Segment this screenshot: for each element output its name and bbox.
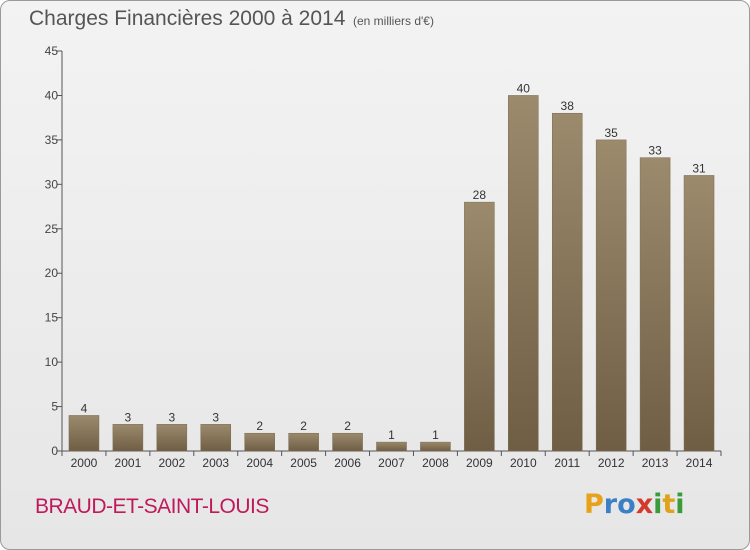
logo-letter: t bbox=[662, 489, 676, 520]
value-label: 1 bbox=[432, 428, 439, 442]
bar bbox=[551, 112, 583, 452]
value-label: 40 bbox=[517, 81, 531, 95]
proxiti-logo: Proxiti bbox=[584, 489, 685, 520]
x-tick-label: 2000 bbox=[71, 456, 98, 470]
logo-letter: i bbox=[675, 489, 685, 520]
value-label: 38 bbox=[561, 99, 575, 113]
x-tick-label: 2010 bbox=[510, 456, 537, 470]
y-tick-label: 40 bbox=[45, 88, 59, 102]
x-tick-label: 2008 bbox=[422, 456, 449, 470]
x-tick-label: 2014 bbox=[686, 456, 713, 470]
value-label: 3 bbox=[125, 410, 132, 424]
value-label: 2 bbox=[344, 419, 351, 433]
place-name: BRAUD-ET-SAINT-LOUIS bbox=[35, 495, 269, 518]
value-label: 35 bbox=[604, 126, 618, 140]
bar bbox=[332, 432, 363, 452]
y-tick-label: 25 bbox=[45, 222, 59, 236]
value-label: 3 bbox=[168, 410, 175, 424]
bar bbox=[112, 424, 144, 452]
y-tick-label: 20 bbox=[45, 266, 59, 280]
y-tick-label: 30 bbox=[45, 177, 59, 191]
x-tick-label: 2011 bbox=[554, 456, 580, 470]
bar bbox=[200, 424, 232, 452]
bar bbox=[420, 441, 451, 452]
bar bbox=[508, 95, 539, 452]
logo-letter: P bbox=[584, 489, 604, 520]
logo-letter: i bbox=[653, 489, 663, 520]
y-tick-label: 45 bbox=[45, 44, 59, 58]
bar bbox=[683, 175, 715, 452]
y-tick-label: 10 bbox=[45, 355, 59, 369]
y-tick-label: 35 bbox=[45, 133, 59, 147]
y-tick-label: 15 bbox=[45, 311, 59, 325]
logo-letter: o bbox=[617, 489, 636, 520]
chart-title: Charges Financières 2000 à 2014 bbox=[29, 7, 346, 30]
y-tick-label: 5 bbox=[51, 400, 58, 414]
bar bbox=[639, 157, 671, 452]
x-tick-label: 2005 bbox=[290, 456, 317, 470]
logo-letter: r bbox=[603, 489, 618, 520]
y-tick-label: 0 bbox=[51, 444, 58, 458]
bar bbox=[244, 432, 275, 452]
value-label: 1 bbox=[388, 428, 395, 442]
bar bbox=[464, 201, 495, 452]
x-tick-label: 2003 bbox=[202, 456, 229, 470]
logo-letter: x bbox=[635, 489, 654, 520]
x-tick-label: 2002 bbox=[158, 456, 185, 470]
x-tick-label: 2012 bbox=[598, 456, 625, 470]
x-tick-label: 2007 bbox=[378, 456, 405, 470]
value-label: 28 bbox=[473, 188, 487, 202]
value-label: 2 bbox=[256, 419, 263, 433]
value-label: 4 bbox=[81, 401, 88, 415]
x-tick-label: 2006 bbox=[334, 456, 361, 470]
x-tick-label: 2004 bbox=[246, 456, 273, 470]
bar bbox=[595, 139, 627, 452]
bar bbox=[288, 432, 319, 452]
chart-subtitle: (en milliers d'€) bbox=[353, 14, 434, 28]
bar bbox=[68, 415, 100, 452]
bar bbox=[376, 441, 407, 452]
x-tick-label: 2009 bbox=[466, 456, 493, 470]
value-label: 3 bbox=[212, 410, 219, 424]
bar bbox=[156, 424, 188, 452]
x-tick-label: 2001 bbox=[115, 456, 142, 470]
value-label: 31 bbox=[692, 161, 706, 175]
value-label: 2 bbox=[300, 419, 307, 433]
value-label: 33 bbox=[648, 144, 662, 158]
x-tick-label: 2013 bbox=[642, 456, 669, 470]
